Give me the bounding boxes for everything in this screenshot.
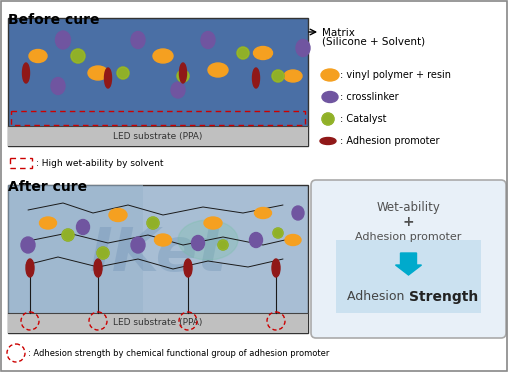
Ellipse shape: [208, 63, 228, 77]
Circle shape: [147, 217, 159, 229]
Text: : High wet-ability by solvent: : High wet-ability by solvent: [36, 158, 164, 167]
Ellipse shape: [296, 39, 310, 57]
Circle shape: [218, 240, 228, 250]
Ellipse shape: [131, 237, 145, 253]
FancyBboxPatch shape: [8, 126, 308, 146]
Circle shape: [237, 47, 249, 59]
Circle shape: [71, 49, 85, 63]
Ellipse shape: [154, 234, 172, 246]
Text: Adhesion promoter: Adhesion promoter: [355, 232, 462, 242]
Ellipse shape: [94, 259, 102, 277]
Circle shape: [237, 47, 249, 59]
Circle shape: [62, 229, 74, 241]
Circle shape: [62, 229, 74, 241]
Ellipse shape: [178, 220, 238, 260]
Ellipse shape: [272, 259, 280, 277]
Circle shape: [322, 113, 334, 125]
Text: Matrix: Matrix: [322, 28, 355, 38]
FancyBboxPatch shape: [8, 185, 308, 333]
Ellipse shape: [77, 219, 89, 234]
Text: After cure: After cure: [8, 180, 87, 194]
Ellipse shape: [40, 217, 56, 229]
Text: Wet-ability: Wet-ability: [376, 201, 440, 214]
FancyBboxPatch shape: [336, 240, 481, 313]
Text: (Silicone + Solvent): (Silicone + Solvent): [322, 37, 425, 47]
Ellipse shape: [26, 259, 34, 277]
Ellipse shape: [292, 206, 304, 220]
Ellipse shape: [109, 208, 127, 221]
FancyArrow shape: [396, 253, 422, 275]
Text: : Catalyst: : Catalyst: [340, 114, 387, 124]
Circle shape: [272, 70, 284, 82]
Text: : Adhesion strength by chemical functional group of adhesion promoter: : Adhesion strength by chemical function…: [28, 349, 329, 357]
Circle shape: [117, 67, 129, 79]
Ellipse shape: [249, 232, 263, 247]
Bar: [11, 111, 305, 125]
Ellipse shape: [22, 63, 29, 83]
Circle shape: [147, 217, 159, 229]
Text: Adhesion: Adhesion: [347, 291, 408, 304]
Circle shape: [177, 70, 189, 82]
Text: : Adhesion promoter: : Adhesion promoter: [340, 136, 439, 146]
Text: Before cure: Before cure: [8, 13, 100, 27]
Text: +: +: [403, 215, 415, 229]
Ellipse shape: [171, 82, 185, 98]
Circle shape: [177, 70, 189, 82]
FancyBboxPatch shape: [311, 180, 506, 338]
Ellipse shape: [320, 138, 336, 144]
Text: : crosslinker: : crosslinker: [340, 92, 399, 102]
Ellipse shape: [88, 66, 108, 80]
Text: Strength: Strength: [408, 290, 478, 304]
Ellipse shape: [21, 237, 35, 253]
Ellipse shape: [29, 49, 47, 62]
Ellipse shape: [55, 31, 71, 49]
Ellipse shape: [321, 69, 339, 81]
Ellipse shape: [201, 32, 215, 48]
Circle shape: [97, 247, 109, 259]
Circle shape: [273, 228, 283, 238]
Text: LED substrate (PPA): LED substrate (PPA): [113, 318, 203, 327]
Ellipse shape: [179, 63, 186, 83]
Circle shape: [272, 70, 284, 82]
Ellipse shape: [255, 208, 271, 218]
Ellipse shape: [204, 217, 222, 229]
Ellipse shape: [285, 234, 301, 246]
Ellipse shape: [153, 49, 173, 63]
Circle shape: [322, 113, 334, 125]
Text: : vinyl polymer + resin: : vinyl polymer + resin: [340, 70, 451, 80]
FancyBboxPatch shape: [8, 18, 308, 146]
Ellipse shape: [105, 68, 111, 88]
Ellipse shape: [51, 77, 65, 94]
Ellipse shape: [252, 68, 260, 88]
Text: IKet: IKet: [89, 224, 227, 283]
Circle shape: [71, 49, 85, 63]
FancyBboxPatch shape: [8, 185, 143, 313]
Circle shape: [218, 240, 228, 250]
Bar: [10, 158, 32, 168]
FancyBboxPatch shape: [8, 313, 308, 333]
Circle shape: [117, 67, 129, 79]
Ellipse shape: [322, 92, 338, 103]
Ellipse shape: [192, 235, 205, 250]
Ellipse shape: [284, 70, 302, 82]
Circle shape: [273, 228, 283, 238]
Ellipse shape: [131, 32, 145, 48]
Ellipse shape: [253, 46, 272, 60]
Ellipse shape: [184, 259, 192, 277]
Circle shape: [97, 247, 109, 259]
Text: LED substrate (PPA): LED substrate (PPA): [113, 131, 203, 141]
